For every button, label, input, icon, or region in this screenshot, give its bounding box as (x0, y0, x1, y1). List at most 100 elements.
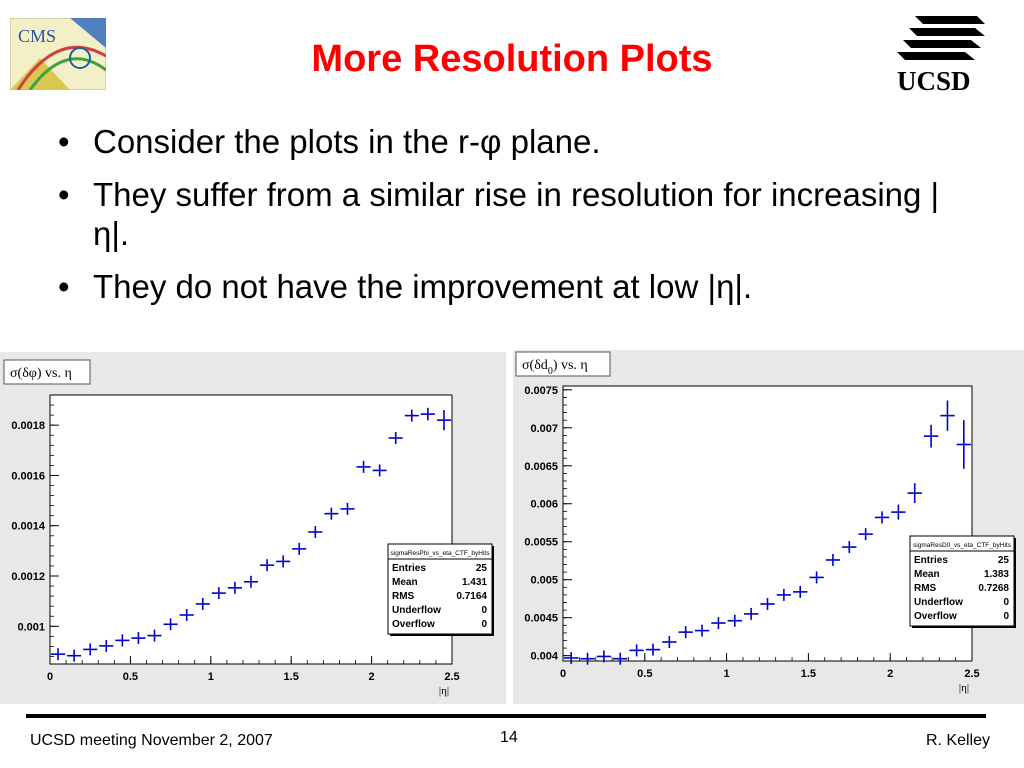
data-point (420, 407, 435, 421)
data-point (163, 618, 178, 631)
stats-label: RMS (914, 583, 937, 594)
data-point (940, 400, 955, 431)
stats-label: Underflow (914, 597, 963, 608)
y-tick-label: 0.004 (530, 651, 558, 663)
plot-title-box: σ(δd0) vs. η (515, 351, 611, 377)
data-point (907, 483, 922, 503)
data-point (388, 431, 403, 444)
cms-logo-text: CMS (18, 26, 56, 46)
data-point (404, 409, 419, 422)
data-point (743, 607, 759, 620)
x-axis-label: |η| (959, 682, 969, 694)
stats-value: 0.7164 (456, 591, 487, 602)
data-point (825, 553, 841, 566)
footer-author: R. Kelley (925, 732, 990, 749)
plot-title-frame (515, 351, 611, 377)
stats-box: sigmaResD0_vs_eta_CTF_byHits Entries 25 Mea… (909, 535, 1016, 628)
x-tick-label: 2 (887, 668, 893, 680)
y-tick-label: 0.0065 (524, 461, 558, 473)
slide-title: More Resolution Plots (311, 38, 713, 80)
stats-label: Overflow (392, 619, 435, 630)
data-point (260, 559, 275, 572)
data-point (596, 650, 612, 663)
y-tick-label: 0.006 (530, 499, 558, 511)
x-tick-label: 1 (724, 668, 730, 680)
y-tick-label: 0.0045 (524, 613, 558, 625)
stats-label: Overflow (914, 611, 957, 622)
stats-value: 0 (481, 619, 487, 630)
stats-label: Underflow (392, 605, 441, 616)
y-tick-label: 0.0055 (524, 537, 558, 549)
data-point (662, 636, 677, 649)
data-point (645, 643, 661, 656)
data-point (276, 555, 291, 568)
data-point (195, 597, 210, 610)
stats-value: 0.7268 (978, 583, 1009, 594)
ucsd-logo: UCSD (897, 16, 985, 96)
bullet-dot: • (58, 176, 70, 213)
bullet-text: Consider the plots in the r-φ plane. (93, 123, 601, 160)
data-point (760, 598, 775, 611)
x-tick-label: 0 (47, 671, 53, 683)
x-tick-label: 0 (560, 668, 566, 680)
data-point (179, 608, 194, 621)
data-point (923, 424, 939, 448)
bullet-dot: • (58, 123, 70, 160)
bullet-text: They suffer from a similar rise in resol… (93, 176, 940, 252)
plot-area (562, 385, 973, 662)
stats-label: Entries (914, 555, 948, 566)
y-tick-label: 0.007 (530, 423, 558, 435)
y-tick-label: 0.0075 (524, 385, 558, 397)
plot-title: σ(δφ) vs. η (10, 366, 72, 381)
data-point (874, 511, 890, 524)
stats-name: sigmaResPhi_vs_eta_CTF_byHits (391, 550, 491, 557)
bullet-list: • Consider the plots in the r-φ plane. • T… (58, 122, 958, 320)
data-point (711, 617, 726, 630)
data-point (372, 464, 387, 477)
x-tick-label: 2.5 (444, 671, 459, 683)
x-tick-label: 1.5 (801, 668, 816, 680)
stats-value: 1.383 (984, 569, 1009, 580)
data-point (694, 624, 710, 637)
data-point (956, 420, 971, 469)
data-point (727, 614, 742, 627)
footer-divider (26, 714, 986, 718)
cms-logo: CMS (10, 18, 106, 90)
data-point (613, 652, 628, 665)
data-point (243, 575, 259, 588)
bullet-text: They do not have the improvement at low … (93, 268, 753, 305)
data-point (51, 648, 66, 661)
x-tick-label: 0.5 (637, 668, 652, 680)
stats-label: Mean (914, 569, 940, 580)
data-point (678, 626, 693, 639)
stats-value: 25 (476, 563, 488, 574)
y-tick-label: 0.0016 (11, 470, 45, 482)
data-point (324, 507, 339, 520)
d0-resolution-svg: 0 0.5 1 1.5 2 2.5 0.004 0.0045 0.005 0.0055 0.006 0… (513, 350, 1024, 704)
data-point (131, 632, 146, 645)
phi-resolution-plot: 0 0.5 1 1.5 2 2.5 0.001 0.0012 0.0014 0.0016 0.001… (0, 352, 506, 704)
bullet-item: • Consider the plots in the r-φ plane. (58, 122, 958, 161)
data-point (891, 504, 906, 520)
x-axis-label: |η| (439, 685, 449, 697)
y-tick-label: 0.005 (530, 575, 558, 587)
stats-label: RMS (392, 591, 415, 602)
phi-resolution-svg: 0 0.5 1 1.5 2 2.5 0.001 0.0012 0.0014 0.0016 0.001… (0, 352, 506, 704)
data-point (115, 634, 130, 647)
stats-value: 25 (998, 555, 1010, 566)
bullet-dot: • (58, 268, 70, 305)
y-tick-label: 0.0012 (11, 571, 45, 583)
data-point (227, 581, 242, 594)
data-point (308, 526, 323, 539)
x-tick-label: 2 (369, 671, 375, 683)
plot-title-main: σ(δd (522, 358, 548, 373)
data-point (292, 542, 307, 555)
data-point (147, 629, 162, 642)
y-tick-label: 0.0018 (11, 420, 45, 432)
data-point (776, 588, 792, 601)
data-point (340, 502, 355, 515)
data-point (793, 585, 808, 598)
stats-value: 0 (1003, 597, 1009, 608)
stats-value: 1.431 (462, 577, 487, 588)
stats-label: Mean (392, 577, 418, 588)
